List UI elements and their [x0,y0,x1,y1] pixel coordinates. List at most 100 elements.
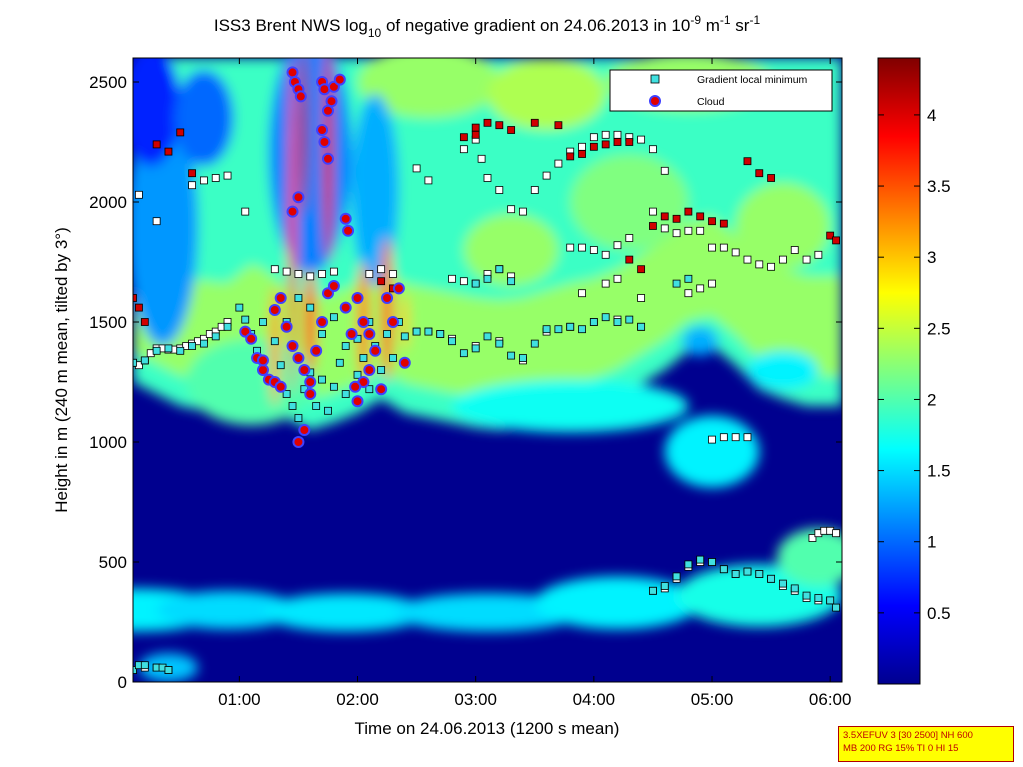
boundary-square [199,176,208,185]
cloud-marker [321,104,334,117]
boundary-square [459,277,468,286]
cloud-marker [363,364,376,376]
gradient-minimum-marker [288,402,297,410]
cloud-marker [292,191,305,204]
cloud-marker [327,280,340,292]
gradient-minimum-marker [566,322,575,331]
gradient-minimum-marker [294,414,303,422]
cloud-marker [351,395,364,408]
boundary-square [578,243,586,252]
cloud-marker [298,364,311,376]
boundary-square [282,267,291,276]
gradient-minimum-marker [235,303,244,312]
cloud-marker [274,380,287,393]
boundary-square [459,145,468,154]
gradient-minimum-marker [483,332,492,341]
boundary-square [601,130,610,139]
boundary-square [530,186,539,194]
boundary-square [613,241,622,250]
boundary-square [660,224,669,233]
gradient-minimum-marker [270,337,279,346]
gradient-minimum-marker [483,274,492,283]
gradient-minimum-marker [436,330,445,338]
boundary-square [152,217,161,226]
y-tick-label: 2000 [89,193,127,212]
cloud-marker [304,388,317,400]
red-square [377,277,386,286]
red-square [140,318,149,326]
cloud-marker [268,304,281,316]
red-square [133,294,137,302]
y-tick-label: 1000 [89,433,127,452]
boundary-square [306,272,315,281]
boundary-square [477,154,486,163]
cloud-marker [316,124,329,136]
red-square [696,212,705,221]
field-patch [133,58,181,166]
gradient-minimum-marker [164,344,173,353]
boundary-square [135,190,143,199]
boundary-square [649,145,657,154]
legend-marker-gradient-minimum [650,74,660,84]
heatmap-area [133,58,842,682]
gradient-minimum-marker [519,354,527,362]
x-tick-label: 01:00 [218,690,261,709]
gradient-minimum-marker [790,584,799,593]
boundary-square [270,265,279,274]
boundary-square [637,294,646,302]
y-tick-label: 500 [99,553,127,572]
gradient-minimum-marker [140,661,149,670]
red-square [188,169,196,178]
cloud-marker [375,383,388,396]
y-axis-ticks: 0 500 1000 1500 2000 2500 [89,73,842,692]
cloud-marker [298,424,311,436]
field-blob [392,593,583,632]
cloud-marker [316,316,329,328]
gradient-minimum-marker [140,356,149,365]
cloud-marker [339,212,352,225]
cloud-marker [381,292,394,304]
x-tick-label: 04:00 [573,690,616,709]
gradient-minimum-marker [471,344,480,353]
gradient-minimum-marker [578,325,586,334]
field-patch [357,58,500,118]
boundary-square [601,279,610,288]
red-square [637,265,646,274]
red-square [832,236,840,245]
cloud-marker [286,205,299,218]
boundary-square [696,284,705,293]
heatmap-field [133,58,842,682]
gradient-minimum-marker [383,330,391,338]
cloud-marker [318,83,331,96]
cloud-marker [304,376,317,388]
gradient-minimum-marker [241,315,250,324]
red-square [625,138,634,146]
boundary-square [223,171,232,180]
boundary-square [542,171,551,180]
legend-marker-cloud [649,95,661,107]
y-tick-label: 0 [118,673,127,692]
gradient-minimum-marker [719,565,728,574]
field-plume [288,58,297,394]
boundary-square [779,255,787,264]
gradient-minimum-marker [832,603,840,612]
colorbar-tick-label: 1 [927,533,936,552]
field-patch [174,70,234,166]
field-patch [682,326,718,356]
boundary-square [389,270,397,278]
gradient-minimum-marker [802,591,811,600]
red-square [459,133,468,142]
gradient-minimum-marker [542,325,551,334]
cloud-marker [363,328,376,340]
field-blob [186,338,317,426]
boundary-square [318,270,326,278]
gradient-minimum-marker [324,406,332,415]
y-tick-label: 2500 [89,73,127,92]
field-patch [487,58,606,130]
gradient-minimum-marker [329,382,338,391]
gradient-minimum-marker [211,332,220,341]
gradient-minimum-marker [176,346,185,355]
colorbar-tick-label: 2 [927,390,936,409]
gradient-minimum-marker [318,375,326,384]
gradient-minimum-marker [276,361,285,370]
